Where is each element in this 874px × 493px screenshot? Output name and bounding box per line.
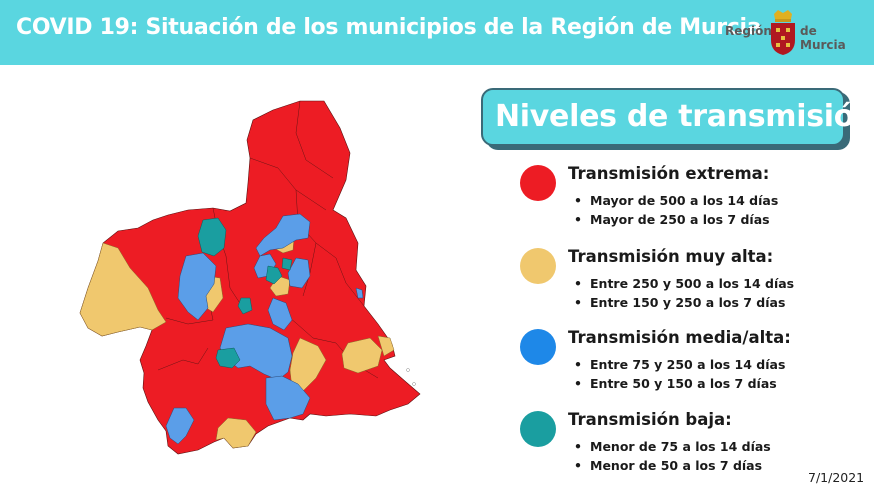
region-base <box>79 100 421 455</box>
coat-of-arms-icon <box>771 10 795 55</box>
legend-level-extreme: Transmisión extrema: Mayor de 500 a los … <box>520 164 860 247</box>
page-title: COVID 19: Situación de los municipios de… <box>16 15 762 40</box>
very-high-dot-icon <box>520 248 556 284</box>
low-dot-icon <box>520 411 556 447</box>
extreme-dot-icon <box>520 165 556 201</box>
logo-text-right: de Murcia <box>800 24 846 52</box>
level-title: Transmisión muy alta: <box>568 247 774 266</box>
level-item: Entre 75 y 250 a los 14 días <box>574 355 785 374</box>
header-bar: COVID 19: Situación de los municipios de… <box>0 0 874 65</box>
level-title: Transmisión extrema: <box>568 164 770 183</box>
level-item: Menor de 75 a los 14 días <box>574 437 771 456</box>
level-item: Entre 50 y 150 a los 7 días <box>574 374 785 393</box>
level-item: Entre 250 y 500 a los 14 días <box>574 274 794 293</box>
legend-title: Niveles de transmisión: <box>495 99 874 134</box>
logo-text-left: Región <box>725 24 772 38</box>
level-item: Entre 150 y 250 a los 7 días <box>574 293 794 312</box>
legend-level-low: Transmisión baja: Menor de 75 a los 14 d… <box>520 410 860 493</box>
level-item: Mayor de 250 a los 7 días <box>574 210 778 229</box>
legend-level-very-high: Transmisión muy alta: Entre 250 y 500 a … <box>520 247 860 330</box>
low-zones <box>197 217 293 369</box>
legend-level-medium-high: Transmisión media/alta: Entre 75 y 250 a… <box>520 328 860 411</box>
level-item: Menor de 50 a los 7 días <box>574 456 771 475</box>
coastal-islands <box>406 368 416 386</box>
date-label: 7/1/2021 <box>808 470 865 485</box>
level-item: Mayor de 500 a los 14 días <box>574 191 778 210</box>
legend-title-box <box>481 88 845 146</box>
level-items: Menor de 75 a los 14 días Menor de 50 a … <box>574 437 771 475</box>
level-title: Transmisión media/alta: <box>568 328 791 347</box>
level-items: Entre 250 y 500 a los 14 días Entre 150 … <box>574 274 794 312</box>
level-items: Entre 75 y 250 a los 14 días Entre 50 y … <box>574 355 785 393</box>
medium-high-zones <box>165 213 364 445</box>
region-murcia-logo: Región de Murcia <box>722 10 862 56</box>
level-items: Mayor de 500 a los 14 días Mayor de 250 … <box>574 191 778 229</box>
municipalities-map <box>79 100 421 455</box>
medium-high-dot-icon <box>520 329 556 365</box>
level-title: Transmisión baja: <box>568 410 732 429</box>
